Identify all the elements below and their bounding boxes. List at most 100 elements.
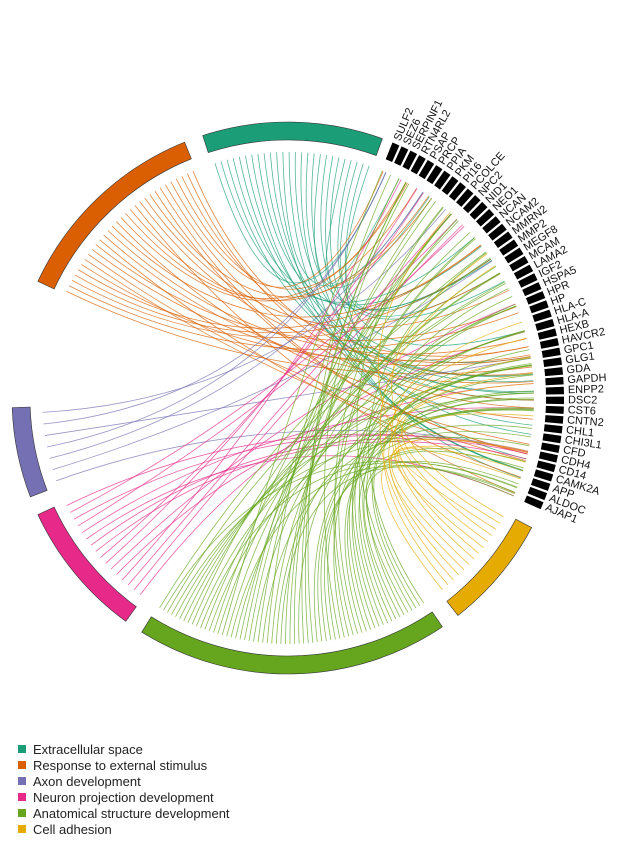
chord-link-neuron-projection-development <box>100 192 424 558</box>
chord-link-anatomical-structure-development <box>338 238 476 635</box>
chord-link-axon-development <box>56 429 529 482</box>
legend-label: Neuron projection development <box>33 789 214 805</box>
chord-link-anatomical-structure-development <box>271 266 497 644</box>
gene-block-pkm <box>441 176 459 195</box>
chord-link-neuron-projection-development <box>127 213 452 586</box>
chord-link-response-to-external-stimulus <box>103 234 534 384</box>
gene-block-mmp2 <box>499 239 519 256</box>
chord-link-anatomical-structure-development <box>356 207 444 611</box>
chord-link-anatomical-structure-development <box>191 251 487 625</box>
gene-label: ENPP2 <box>568 383 604 396</box>
chord-link-anatomical-structure-development <box>344 397 535 633</box>
category-arc-extracellular-space <box>202 121 383 156</box>
chord-link-anatomical-structure-development <box>213 220 459 633</box>
legend-swatch <box>18 809 26 817</box>
gene-block-psap <box>418 160 435 180</box>
gene-block-hspa5 <box>522 282 542 297</box>
gene-block-cdh4 <box>538 451 558 463</box>
gene-block-cst6 <box>545 405 564 414</box>
chord-link-extracellular-space <box>294 152 531 364</box>
gene-block-rtn4rl2 <box>410 155 426 175</box>
legend: Extracellular space Response to external … <box>18 741 230 837</box>
gene-label: DSC2 <box>568 394 597 406</box>
legend-item-extracellular-space: Extracellular space <box>18 741 230 757</box>
chord-link-anatomical-structure-development <box>313 392 534 643</box>
chord-link-response-to-external-stimulus <box>81 264 529 362</box>
gene-block-lama2 <box>513 264 534 280</box>
chord-link-cell-adhesion <box>394 446 524 548</box>
chord-link-extracellular-space <box>305 152 492 310</box>
chord-link-neuron-projection-development <box>105 188 418 564</box>
legend-label: Extracellular space <box>33 741 143 757</box>
chord-link-anatomical-structure-development <box>159 257 491 609</box>
gene-block-chl1 <box>543 424 563 434</box>
chord-link-anatomical-structure-development <box>179 365 532 620</box>
legend-item-neuron-projection-development: Neuron projection development <box>18 789 230 805</box>
chord-link-anatomical-structure-development <box>257 198 432 643</box>
gene-block-enpp2 <box>545 386 564 395</box>
chord-links <box>42 152 535 644</box>
chord-link-anatomical-structure-development <box>171 436 530 615</box>
category-arc-response-to-external-stimulus <box>37 141 192 290</box>
chord-link-extracellular-space <box>288 152 524 471</box>
chord-link-axon-development <box>42 208 446 413</box>
chord-link-response-to-external-stimulus <box>139 201 531 364</box>
gene-block-hla-a <box>535 318 555 331</box>
category-arcs <box>11 121 533 675</box>
chord-link-anatomical-structure-development <box>366 357 531 616</box>
gene-label: CST6 <box>567 404 596 417</box>
legend-item-response-to-external-stimulus: Response to external stimulus <box>18 757 230 773</box>
chord-link-response-to-external-stimulus <box>170 171 384 288</box>
legend-item-cell-adhesion: Cell adhesion <box>18 821 230 837</box>
chord-link-anatomical-structure-development <box>293 206 444 644</box>
chord-link-anatomical-structure-development <box>204 283 506 630</box>
chord-link-anatomical-structure-development <box>187 305 517 623</box>
gene-blocks <box>385 142 565 510</box>
gene-block-dsc2 <box>545 396 565 405</box>
chord-link-anatomical-structure-development <box>298 349 530 644</box>
gene-block-neo1 <box>476 208 495 227</box>
gene-block-ajap1 <box>524 495 544 510</box>
chord-link-response-to-external-stimulus <box>192 170 533 376</box>
chord-link-anatomical-structure-development <box>333 237 475 637</box>
legend-swatch <box>18 745 26 753</box>
gene-block-cfd <box>540 442 560 453</box>
chord-link-anatomical-structure-development <box>163 460 518 611</box>
gene-block-glg1 <box>543 357 562 367</box>
chord-link-anatomical-structure-development <box>365 464 514 613</box>
gene-block-cntn2 <box>544 415 564 424</box>
chord-link-cell-adhesion <box>379 265 496 581</box>
chord-link-cell-adhesion <box>397 447 521 530</box>
chord-link-response-to-external-stimulus <box>95 244 517 342</box>
chord-link-extracellular-space <box>226 159 534 392</box>
chord-link-anatomical-structure-development <box>226 273 501 637</box>
gene-label: CFD <box>562 444 586 460</box>
gene-block-sez6 <box>394 146 409 166</box>
legend-label: Axon development <box>33 773 141 789</box>
chord-link-anatomical-structure-development <box>221 170 383 636</box>
chord-link-response-to-external-stimulus <box>99 239 522 478</box>
category-arc-cell-adhesion <box>446 518 533 616</box>
chord-link-cell-adhesion <box>401 383 534 524</box>
gene-label: GLG1 <box>565 351 596 367</box>
chord-link-response-to-external-stimulus <box>159 187 528 455</box>
chord-link-extracellular-space <box>300 152 524 472</box>
gene-block-hexb <box>537 328 557 340</box>
legend-label: Cell adhesion <box>33 821 112 837</box>
chord-link-anatomical-structure-development <box>289 213 452 644</box>
gene-block-hp <box>529 300 549 314</box>
gene-label: CHI3L1 <box>564 434 603 451</box>
gene-block-ncam2 <box>488 223 507 241</box>
chord-link-response-to-external-stimulus <box>125 182 408 299</box>
legend-item-axon-development: Axon development <box>18 773 230 789</box>
chord-link-anatomical-structure-development <box>301 181 407 644</box>
gene-label: HP <box>549 291 567 307</box>
gene-block-gapdh <box>545 376 564 386</box>
chord-link-anatomical-structure-development <box>327 431 531 640</box>
gene-block-mcam <box>509 256 529 272</box>
chord-link-response-to-external-stimulus <box>91 249 531 366</box>
gene-block-megf8 <box>504 247 524 264</box>
gene-label: CHL1 <box>565 424 594 439</box>
chord-link-neuron-projection-development <box>110 303 516 570</box>
chord-link-anatomical-structure-development <box>368 252 487 604</box>
